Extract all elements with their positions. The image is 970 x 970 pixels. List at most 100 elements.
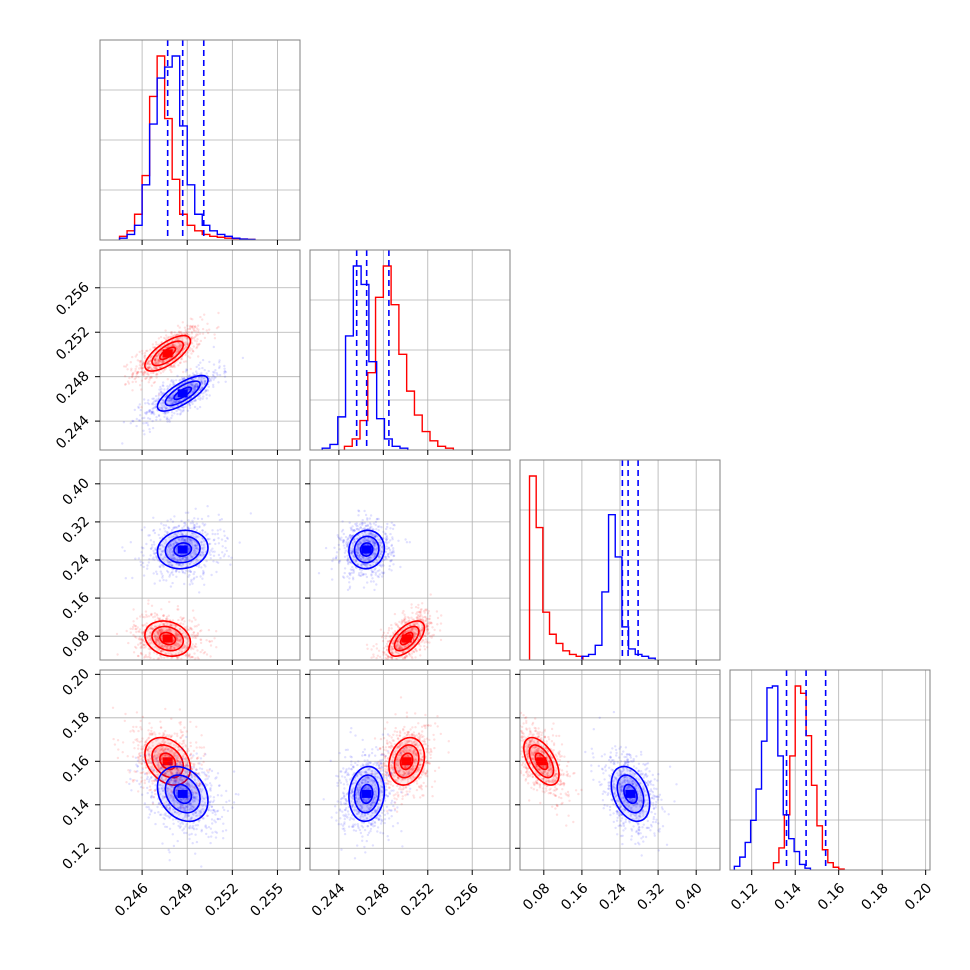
sample-point (170, 779, 174, 782)
sample-point (186, 747, 189, 751)
sample-point (392, 647, 395, 651)
sample-point (153, 359, 157, 362)
sample-point (148, 410, 151, 414)
sample-point (359, 542, 363, 545)
sample-point (148, 732, 151, 735)
sample-point (190, 556, 193, 559)
sample-point (190, 400, 194, 403)
sample-point (346, 559, 349, 562)
sample-point (168, 396, 171, 400)
sample-point (177, 643, 180, 646)
sample-point (180, 543, 183, 547)
sample-point (221, 545, 224, 548)
sample-point (371, 553, 375, 556)
sample-point (175, 779, 178, 782)
sample-point (352, 568, 355, 571)
sample-point (428, 617, 431, 620)
sample-point (381, 639, 385, 643)
sample-point (357, 510, 361, 513)
sample-point (162, 384, 165, 388)
sample-point (156, 773, 159, 777)
sample-point (155, 770, 159, 774)
sample-point (346, 559, 349, 562)
sample-point (414, 656, 417, 659)
sample-point (402, 651, 405, 654)
sample-point (192, 663, 194, 665)
sample-point (213, 371, 216, 374)
sample-point (139, 637, 142, 641)
sample-point (170, 343, 174, 347)
sample-point (422, 639, 425, 642)
sample-point (148, 409, 151, 412)
sample-point (382, 647, 386, 650)
sample-point (392, 547, 395, 550)
sample-point (358, 554, 361, 557)
sample-point (151, 426, 155, 430)
sample-point (157, 640, 160, 643)
sample-point (159, 666, 161, 668)
sample-point (147, 729, 150, 732)
sample-point (161, 557, 164, 560)
sample-point (124, 382, 127, 386)
sample-point (379, 655, 382, 659)
sample-point (191, 636, 194, 639)
sample-point (143, 371, 146, 374)
sample-point (126, 380, 130, 383)
sample-point (391, 648, 394, 651)
sample-point (349, 551, 352, 554)
sample-point (181, 558, 185, 561)
sample-point (143, 616, 146, 619)
sample-point (160, 757, 163, 760)
sample-point (159, 748, 163, 751)
sample-point (134, 624, 137, 628)
sample-point (148, 736, 151, 739)
sample-point (180, 330, 183, 334)
sample-point (148, 376, 152, 380)
sample-point (180, 386, 183, 389)
sample-point (385, 648, 389, 651)
sample-point (389, 551, 392, 554)
sample-point (224, 539, 227, 543)
sample-point (201, 532, 204, 535)
sample-point (202, 377, 206, 380)
sample-point (190, 660, 192, 662)
sample-point (419, 610, 422, 613)
sample-point (148, 651, 151, 654)
sample-point (137, 729, 140, 733)
sample-point (346, 588, 350, 592)
sample-point (370, 656, 373, 659)
sample-point (184, 647, 188, 651)
sample-point (175, 352, 178, 355)
sample-point (203, 382, 206, 386)
sample-point (203, 313, 206, 316)
sample-point (127, 641, 130, 645)
sample-point (150, 761, 153, 764)
sample-point (336, 534, 339, 537)
histogram-step (528, 475, 584, 660)
sample-point (178, 778, 181, 782)
sample-point (194, 325, 197, 328)
sample-point (155, 343, 158, 346)
sample-point (174, 345, 178, 348)
sample-point (145, 411, 148, 414)
sample-point (175, 534, 178, 537)
sample-point (210, 640, 214, 643)
sample-point (153, 582, 156, 585)
sample-point (134, 770, 138, 774)
sample-point (189, 570, 192, 574)
sample-point (193, 551, 197, 555)
sample-point (125, 363, 129, 366)
sample-point (151, 768, 154, 771)
sample-point (186, 637, 190, 640)
sample-point (191, 643, 194, 646)
sample-point (403, 631, 407, 634)
sample-point (184, 539, 187, 542)
sample-point (351, 565, 354, 569)
sample-point (192, 572, 195, 576)
sample-point (198, 554, 202, 557)
sample-point (146, 758, 150, 762)
sample-point (387, 626, 391, 630)
sample-point (158, 643, 161, 646)
sample-point (166, 388, 169, 391)
sample-point (398, 647, 401, 650)
